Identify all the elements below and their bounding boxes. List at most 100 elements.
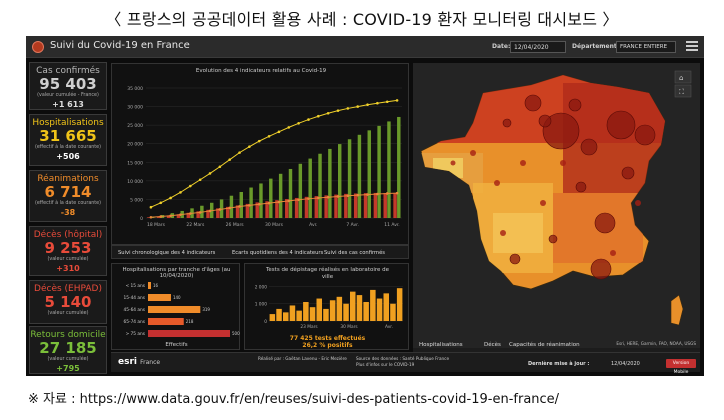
- tests-chart-svg: 0 1 000 2 000 23 Mars 30 Mars Avr.: [255, 284, 403, 330]
- test-bar: [390, 303, 396, 321]
- stat-value: 31 665: [39, 127, 97, 145]
- department-label: Département:: [572, 43, 620, 50]
- age-bar: [148, 282, 151, 289]
- line-point: [336, 109, 340, 112]
- test-bar: [396, 288, 403, 321]
- age-bar-value: 140: [173, 295, 181, 300]
- main-chart-panel: Evolution des 4 indicateurs relatifs au …: [111, 63, 409, 245]
- esri-brand: esri: [118, 357, 137, 367]
- test-bar: [376, 298, 383, 321]
- mobile-version-button[interactable]: Version Mobile: [666, 359, 696, 375]
- test-bar: [303, 302, 309, 321]
- bar-mark: [245, 203, 250, 218]
- line-point: [179, 191, 182, 194]
- map-tab-capacites-reanimation[interactable]: Capacités de réanimation: [509, 342, 580, 348]
- test-bar: [296, 310, 302, 321]
- credits-source: Source des données : Santé Publique Fran…: [356, 356, 450, 361]
- line-point: [326, 195, 330, 199]
- map-tab-hospitalisations[interactable]: Hospitalisations: [419, 342, 463, 348]
- bar-mark: [157, 216, 161, 218]
- stat-value: 9 253: [44, 239, 92, 257]
- line-point: [277, 130, 281, 134]
- y-tick-label: 25 000: [127, 123, 143, 129]
- age-category-label: 15-44 ans: [124, 295, 146, 301]
- tab-ecarts-quotidiens[interactable]: Ecarts quotidiens des 4 indicateurs: [232, 250, 324, 256]
- y-tick-label: 0: [140, 216, 143, 222]
- bar-mark: [363, 193, 368, 218]
- line-point: [149, 205, 153, 209]
- line-point: [287, 199, 291, 203]
- bar-mark: [357, 134, 362, 218]
- line-point: [208, 172, 212, 175]
- y-tick-label: 10 000: [127, 179, 143, 185]
- test-bar: [269, 314, 276, 321]
- bar-mark: [353, 193, 358, 218]
- age-bar-value: 500: [232, 331, 240, 336]
- stat-label: Hospitalisations: [32, 118, 104, 128]
- virus-logo-icon: [32, 41, 44, 53]
- age-chart-footer: Effectifs: [165, 342, 188, 348]
- stat-label: Cas confirmés: [36, 66, 100, 76]
- line-point: [356, 193, 359, 197]
- y-tick-label: 5 000: [130, 197, 143, 203]
- test-bar: [383, 293, 389, 321]
- line-point: [326, 111, 330, 115]
- x-tick-label: 18 Mars: [147, 222, 166, 228]
- line-point: [317, 114, 320, 118]
- bar-mark: [288, 168, 293, 218]
- series-line: [150, 99, 398, 208]
- test-bar: [316, 298, 322, 321]
- line-point: [198, 211, 202, 214]
- line-point: [277, 200, 281, 204]
- department-selector[interactable]: FRANCE ENTIERE: [616, 41, 676, 53]
- hamburger-menu-icon[interactable]: [686, 41, 698, 53]
- line-point: [317, 196, 320, 200]
- page-heading: 〈 프랑스의 공공데이터 활용 사례 : COVID-19 환자 모니터링 대시…: [105, 10, 619, 29]
- line-point: [159, 201, 163, 205]
- svg-text:⌂: ⌂: [679, 74, 683, 82]
- line-point: [366, 193, 369, 196]
- credits-more-info[interactable]: Plus d'infos sur le COVID-19: [356, 361, 415, 367]
- date-label: Date:: [492, 43, 511, 50]
- line-point: [149, 215, 153, 219]
- bar-mark: [255, 202, 259, 218]
- line-point: [189, 184, 192, 188]
- footer-credits: Réalisé par : Gaëtan Lavenu - Eric Meziè…: [258, 356, 347, 362]
- bar-mark: [298, 163, 303, 218]
- map-tab-deces[interactable]: Décès: [484, 342, 501, 348]
- bar-mark: [225, 206, 230, 218]
- bar-mark: [383, 193, 387, 218]
- france-choropleth-svg: ⌂ ⛶: [420, 70, 692, 326]
- date-selector[interactable]: 12/04/2020: [510, 41, 566, 53]
- bar-mark: [229, 195, 234, 218]
- main-chart-svg: 0 5 000 10 000 15 000 20 000 25 000 30 000 35 0…: [127, 86, 402, 228]
- bar-mark: [344, 193, 348, 218]
- bar-mark: [377, 125, 381, 218]
- stat-label: Décès (hôpital): [33, 230, 103, 240]
- x-tick-label: 30 Mars: [265, 222, 284, 228]
- line-point: [169, 214, 172, 218]
- bar-mark: [304, 196, 309, 218]
- x-tick-label: Avr.: [309, 222, 317, 228]
- line-point: [218, 165, 222, 169]
- stat-label: Réanimations: [37, 174, 99, 184]
- stat-subtitle: (effectif à la date courante): [34, 145, 101, 150]
- test-bar: [283, 312, 289, 321]
- line-point: [267, 134, 271, 138]
- tab-suivi-chronologique[interactable]: Suivi chronologique des 4 indicateurs: [118, 250, 216, 256]
- line-point: [208, 209, 212, 213]
- y-tick-label: 2 000: [255, 284, 268, 290]
- line-point: [307, 197, 310, 200]
- line-point: [336, 195, 340, 198]
- bar-mark: [308, 158, 312, 218]
- last-update-date: 12/04/2020: [611, 361, 640, 367]
- line-point: [159, 215, 163, 218]
- france-map[interactable]: ⌂ ⛶ Esri, HERE, Garmin, FAO, NOAA, USGS: [413, 63, 700, 348]
- line-point: [385, 100, 389, 104]
- bar-mark: [318, 153, 322, 218]
- stat-label: Retours domicile: [30, 330, 106, 340]
- tab-suivi-cas-confirmes[interactable]: Suivi des cas confirmés: [324, 250, 385, 256]
- y-tick-label: 35 000: [127, 86, 143, 92]
- test-bar: [343, 303, 349, 321]
- footer-source: Source des données : Santé Publique Fran…: [356, 356, 449, 367]
